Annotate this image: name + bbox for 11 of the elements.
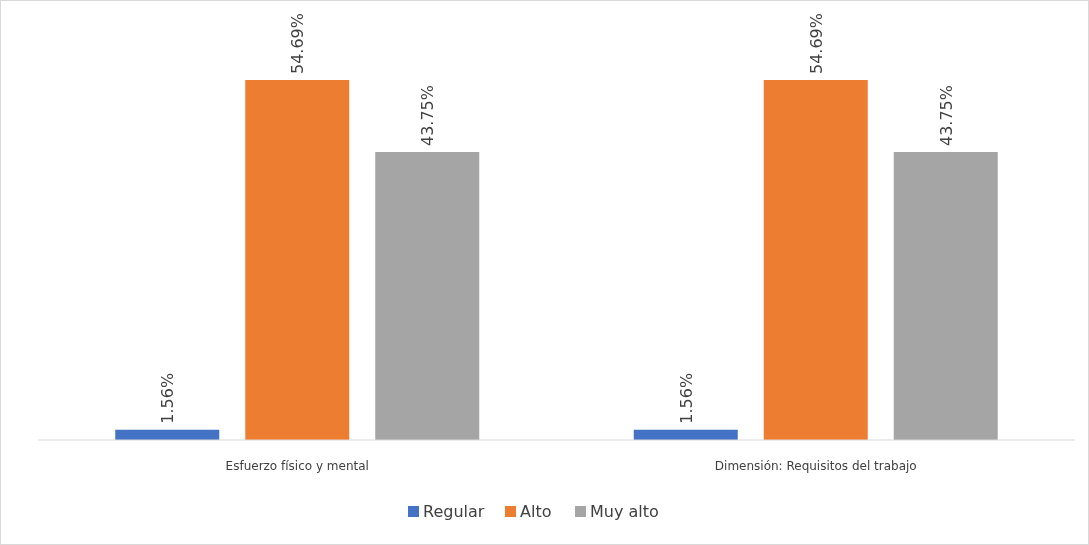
- data-label: 43.75%: [418, 85, 438, 147]
- legend-label: Regular: [423, 502, 485, 521]
- data-label: 54.69%: [288, 12, 308, 74]
- data-label: 1.56%: [676, 372, 696, 424]
- legend-label: Alto: [520, 502, 552, 521]
- data-label: 1.56%: [158, 372, 178, 424]
- data-label: 43.75%: [936, 85, 956, 147]
- x-tick-label: Dimensión: Requisitos del trabajo: [714, 459, 917, 473]
- legend-label: Muy alto: [590, 502, 659, 521]
- x-tick-label: Esfuerzo físico y mental: [225, 459, 369, 473]
- data-label: 54.69%: [806, 12, 826, 74]
